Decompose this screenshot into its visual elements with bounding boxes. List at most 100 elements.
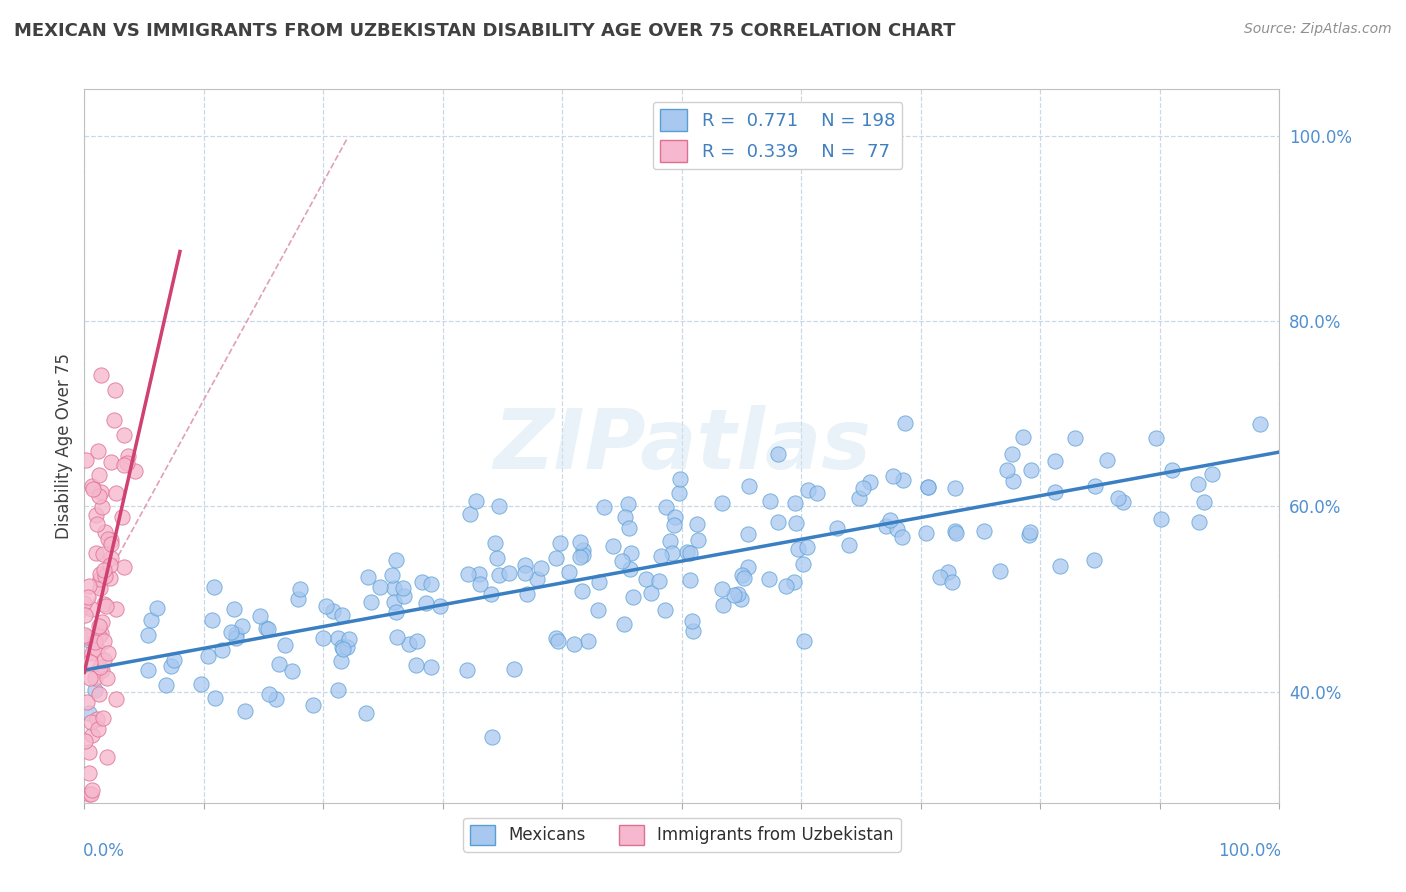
- Point: [384, 581, 406, 595]
- Point: [588, 575, 610, 590]
- Point: [93, 652, 115, 666]
- Point: [634, 572, 657, 586]
- Point: [233, 705, 256, 719]
- Point: [112, 560, 135, 574]
- Point: [360, 594, 382, 608]
- Point: [111, 509, 134, 524]
- Point: [806, 485, 828, 500]
- Point: [1188, 515, 1211, 529]
- Point: [825, 520, 848, 534]
- Point: [79, 655, 101, 669]
- Point: [1019, 524, 1042, 539]
- Point: [941, 575, 963, 590]
- Point: [124, 464, 146, 478]
- Point: [737, 479, 759, 493]
- Point: [852, 481, 875, 495]
- Point: [602, 539, 624, 553]
- Point: [562, 637, 585, 651]
- Point: [80, 479, 103, 493]
- Point: [84, 508, 107, 522]
- Point: [1150, 512, 1173, 526]
- Point: [96, 672, 118, 686]
- Point: [190, 676, 212, 690]
- Point: [90, 626, 112, 640]
- Point: [104, 486, 127, 500]
- Point: [382, 595, 405, 609]
- Point: [79, 745, 101, 759]
- Point: [569, 549, 592, 564]
- Point: [1001, 446, 1024, 460]
- Point: [202, 581, 225, 595]
- Point: [1194, 495, 1216, 509]
- Point: [117, 456, 139, 470]
- Point: [546, 550, 568, 565]
- Point: [783, 496, 806, 510]
- Point: [655, 500, 678, 515]
- Point: [484, 536, 506, 550]
- Point: [419, 577, 441, 591]
- Point: [995, 463, 1018, 477]
- Point: [1018, 528, 1040, 542]
- Point: [929, 570, 952, 584]
- Point: [468, 576, 491, 591]
- Point: [330, 640, 353, 654]
- Point: [100, 455, 122, 469]
- Point: [766, 447, 789, 461]
- Point: [661, 546, 683, 560]
- Point: [90, 368, 112, 382]
- Point: [80, 787, 103, 801]
- Point: [87, 489, 110, 503]
- Point: [231, 619, 253, 633]
- Point: [73, 628, 96, 642]
- Point: [326, 682, 349, 697]
- Point: [727, 587, 749, 601]
- Point: [76, 630, 98, 644]
- Point: [326, 631, 349, 645]
- Point: [1083, 553, 1105, 567]
- Point: [894, 416, 917, 430]
- Point: [405, 657, 427, 672]
- Point: [429, 599, 451, 613]
- Point: [488, 499, 510, 513]
- Text: ZIPatlas: ZIPatlas: [494, 406, 870, 486]
- Point: [711, 598, 734, 612]
- Point: [93, 563, 115, 577]
- Point: [315, 599, 337, 613]
- Point: [75, 453, 97, 467]
- Point: [620, 546, 643, 560]
- Point: [875, 519, 897, 533]
- Point: [1249, 417, 1271, 432]
- Point: [640, 586, 662, 600]
- Point: [572, 548, 595, 562]
- Point: [257, 687, 280, 701]
- Point: [394, 589, 416, 603]
- Point: [302, 698, 325, 712]
- Point: [98, 571, 121, 585]
- Point: [668, 486, 690, 500]
- Point: [488, 568, 510, 582]
- Point: [733, 571, 755, 585]
- Text: Source: ZipAtlas.com: Source: ZipAtlas.com: [1244, 22, 1392, 37]
- Point: [1019, 463, 1042, 477]
- Point: [838, 538, 860, 552]
- Point: [1107, 491, 1129, 505]
- Point: [89, 567, 111, 582]
- Point: [678, 573, 700, 587]
- Point: [571, 584, 593, 599]
- Point: [330, 654, 353, 668]
- Point: [287, 591, 309, 606]
- Point: [80, 714, 103, 729]
- Point: [385, 630, 408, 644]
- Point: [419, 659, 441, 673]
- Point: [558, 566, 581, 580]
- Point: [1001, 474, 1024, 488]
- Point: [75, 608, 97, 623]
- Point: [848, 491, 870, 505]
- Point: [659, 533, 682, 548]
- Point: [797, 483, 820, 498]
- Point: [381, 568, 404, 582]
- Point: [357, 570, 380, 584]
- Point: [93, 634, 115, 648]
- Point: [356, 706, 378, 721]
- Point: [688, 533, 710, 548]
